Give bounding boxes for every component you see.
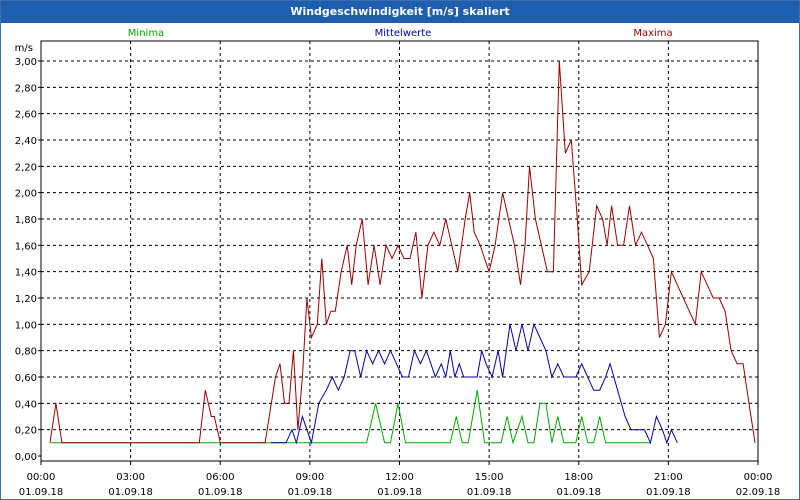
y-tick-label: 3,00 — [15, 57, 37, 68]
y-tick-label: 0,20 — [15, 426, 37, 437]
x-tick-time-label: 00:00 — [744, 472, 773, 483]
legend-entry-minima: Minima — [128, 28, 164, 39]
y-tick-label: 1,20 — [15, 294, 37, 305]
x-tick-date-label: 01.09.18 — [198, 487, 243, 498]
x-tick-date-label: 01.09.18 — [556, 487, 601, 498]
y-tick-label: 1,80 — [15, 215, 37, 226]
grid-lines — [41, 41, 758, 461]
x-tick-time-label: 18:00 — [564, 472, 593, 483]
x-tick-time-label: 12:00 — [385, 472, 414, 483]
axes — [38, 40, 759, 465]
x-tick-date-label: 01.09.18 — [467, 487, 512, 498]
y-tick-label: 0,60 — [15, 373, 37, 384]
x-tick-date-label: 01.09.18 — [646, 487, 691, 498]
y-tick-label: 2,80 — [15, 83, 37, 94]
series-lines — [49, 60, 756, 445]
x-tick-date-label: 01.09.18 — [288, 487, 333, 498]
series-line-mittelwerte — [271, 322, 678, 445]
x-tick-time-label: 15:00 — [475, 472, 504, 483]
legend-entry-mittelwerte: Mittelwerte — [375, 28, 432, 39]
y-tick-label: 2,00 — [15, 189, 37, 200]
legend-entry-maxima: Maxima — [633, 28, 672, 39]
y-tick-label: 0,40 — [15, 399, 37, 410]
y-tick-label: 1,40 — [15, 268, 37, 279]
x-tick-time-label: 00:00 — [27, 472, 56, 483]
chart-title: Windgeschwindigkeit [m/s] skaliert — [1, 1, 799, 23]
y-tick-label: 1,00 — [15, 320, 37, 331]
x-tick-date-label: 01.09.18 — [108, 487, 153, 498]
x-tick-date-label: 01.09.18 — [19, 487, 64, 498]
x-tick-time-label: 09:00 — [295, 472, 324, 483]
tick-labels: 0,00 0,20 0,40 0,60 0,80 1,00 1,20 1,40 1,60 1,80… — [15, 43, 781, 498]
x-tick-date-label: 02.09.18 — [736, 487, 781, 498]
series-line-maxima — [49, 60, 756, 444]
y-tick-label: 2,40 — [15, 136, 37, 147]
y-tick-label: 2,20 — [15, 162, 37, 173]
y-axis-label: m/s — [15, 43, 33, 54]
y-tick-label: 2,60 — [15, 110, 37, 121]
y-tick-label: 1,60 — [15, 241, 37, 252]
x-tick-time-label: 06:00 — [206, 472, 235, 483]
y-tick-label: 0,00 — [15, 452, 37, 463]
x-tick-time-label: 21:00 — [654, 472, 683, 483]
plot-frame — [40, 40, 759, 462]
x-tick-date-label: 01.09.18 — [377, 487, 422, 498]
y-tick-label: 0,80 — [15, 347, 37, 358]
series-line-minima — [50, 390, 651, 445]
legend: Minima Mittelwerte Maxima — [128, 28, 673, 39]
x-tick-time-label: 03:00 — [116, 472, 145, 483]
